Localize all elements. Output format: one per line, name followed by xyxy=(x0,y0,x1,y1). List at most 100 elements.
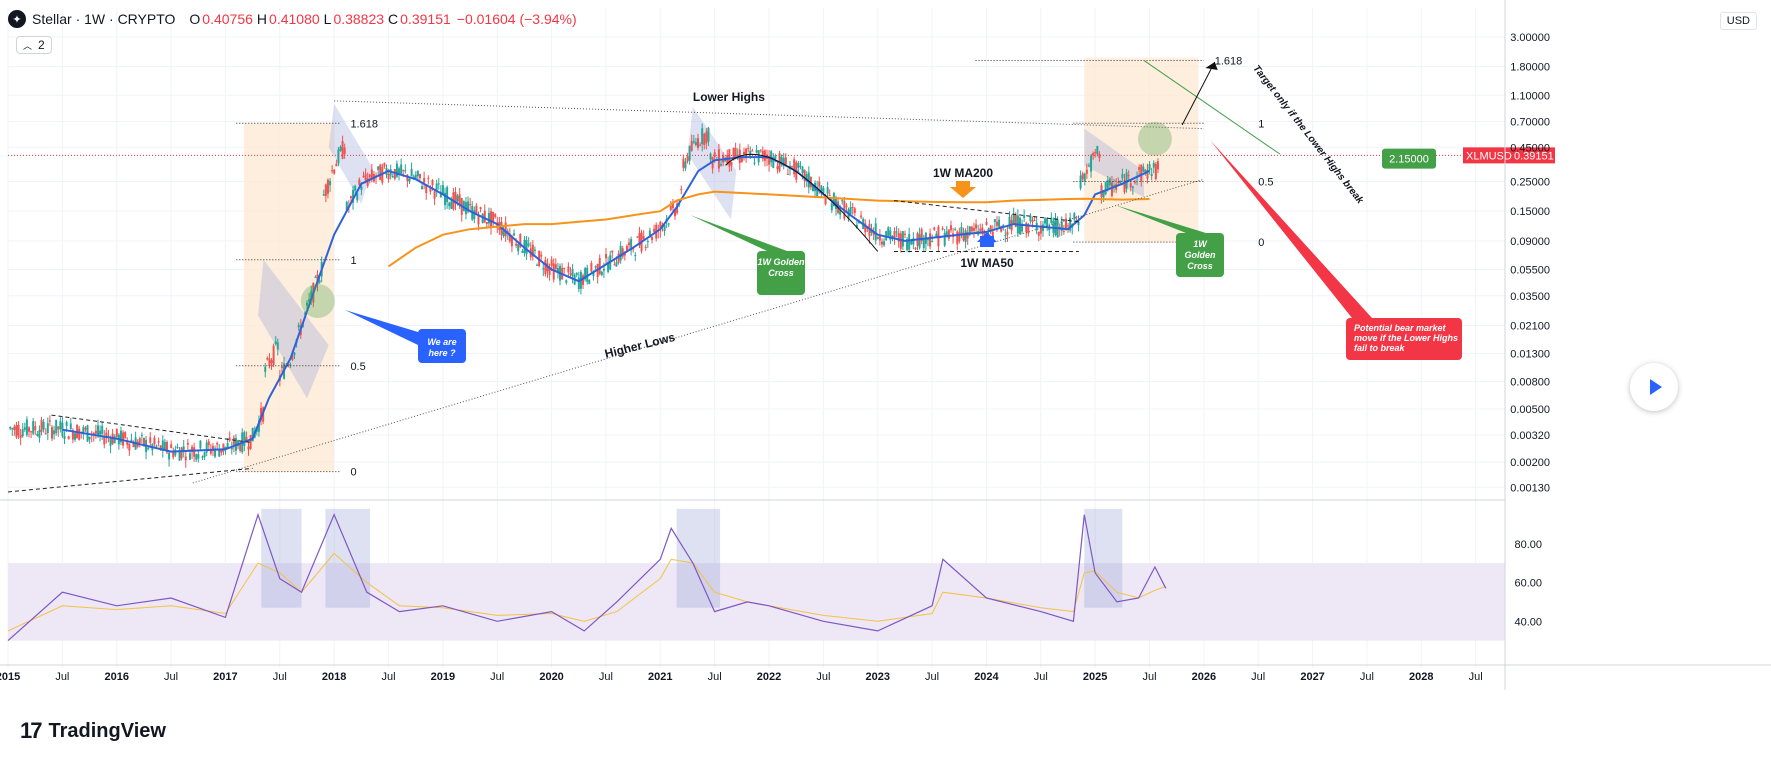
price-label-symbol: XLMUSD xyxy=(1466,150,1512,162)
candle-body xyxy=(734,147,737,157)
candle-body xyxy=(832,192,835,206)
y-tick-label: 0.01300 xyxy=(1510,348,1550,360)
candle-body xyxy=(791,165,794,167)
candle-body xyxy=(1119,180,1122,184)
candle-body xyxy=(636,236,639,238)
price-label-value: 0.39151 xyxy=(1514,150,1554,162)
candle-body xyxy=(418,173,421,179)
candle-body xyxy=(502,230,505,236)
indicators-toggle[interactable]: ︿ 2 xyxy=(16,36,52,54)
candle-body xyxy=(427,177,430,179)
higher-lows-label: Higher Lows xyxy=(603,330,677,361)
candle-body xyxy=(287,363,290,367)
candle-body xyxy=(356,193,359,201)
candle-body xyxy=(544,259,547,274)
candle-body xyxy=(40,419,43,432)
candle-body xyxy=(893,231,896,240)
candle-body xyxy=(354,186,357,191)
ma200-arrow-icon xyxy=(950,181,976,198)
candle-body xyxy=(487,212,490,224)
candle-body xyxy=(811,185,814,192)
candle-body xyxy=(128,443,131,451)
candle-body xyxy=(393,169,396,179)
candle-body xyxy=(883,241,886,246)
candle-body xyxy=(876,237,879,239)
x-tick-label: 2015 xyxy=(0,671,20,683)
candle-body xyxy=(931,241,934,243)
candle-body xyxy=(523,239,526,253)
candle-body xyxy=(981,227,984,234)
candle-body xyxy=(450,201,453,209)
candle-body xyxy=(1081,173,1084,180)
candle-body xyxy=(742,151,745,155)
candle-body xyxy=(508,233,511,242)
candle-body xyxy=(186,442,189,445)
candle-body xyxy=(542,268,545,270)
candle-body xyxy=(387,174,390,180)
candle-body xyxy=(42,421,45,430)
candle-body xyxy=(554,264,557,270)
candle-body xyxy=(786,173,789,175)
candle-body xyxy=(897,232,900,242)
candle-body xyxy=(314,277,317,279)
fib-zone-left xyxy=(243,123,335,472)
candle-body xyxy=(149,437,152,443)
chart-header: ✦ Stellar · 1W · CRYPTO O 0.40756 H 0.4108… xyxy=(8,8,577,30)
candle-body xyxy=(71,430,74,440)
candle-body xyxy=(910,239,913,245)
candle-body xyxy=(113,436,116,444)
candle-body xyxy=(44,433,47,435)
candle-body xyxy=(475,205,478,214)
candle-body xyxy=(17,424,20,436)
candle-body xyxy=(1069,217,1072,231)
tradingview-brand[interactable]: 17 TradingView xyxy=(20,718,166,744)
symbol-title[interactable]: Stellar · 1W · CRYPTO xyxy=(32,11,176,27)
lower-highs-label: Lower Highs xyxy=(693,90,765,104)
candle-body xyxy=(807,172,810,188)
candle-body xyxy=(793,159,796,175)
candle-body xyxy=(425,185,428,193)
candle-body xyxy=(391,176,394,178)
candle-body xyxy=(370,169,373,180)
currency-badge[interactable]: USD xyxy=(1719,12,1757,30)
candle-body xyxy=(48,420,51,422)
candle-body xyxy=(251,427,254,442)
candle-body xyxy=(772,157,775,168)
candle-body xyxy=(770,151,773,163)
candle-body xyxy=(1039,225,1042,234)
candle-body xyxy=(1113,185,1116,187)
play-button[interactable] xyxy=(1630,363,1678,411)
candle-body xyxy=(887,227,890,236)
candle-body xyxy=(1098,153,1101,159)
candle-body xyxy=(1062,230,1065,232)
candle-body xyxy=(648,230,651,237)
candle-body xyxy=(504,222,507,237)
candle-body xyxy=(264,366,267,372)
candle-body xyxy=(50,427,53,439)
candle-body xyxy=(153,437,156,445)
candle-body xyxy=(755,150,758,153)
candle-body xyxy=(439,191,442,198)
candle-body xyxy=(239,444,242,451)
we-are-here-pointer xyxy=(345,310,418,345)
candle-body xyxy=(469,203,472,206)
candle-body xyxy=(1000,226,1003,232)
candle-body xyxy=(161,440,164,451)
candle-body xyxy=(805,174,808,182)
candle-body xyxy=(782,158,785,167)
ma50-arrow-icon xyxy=(977,232,997,242)
candle-body xyxy=(753,162,756,164)
candle-body xyxy=(510,235,513,247)
candle-body xyxy=(297,325,300,328)
range-top xyxy=(893,200,1079,223)
candle-body xyxy=(895,231,898,233)
candle-body xyxy=(368,174,371,178)
fib-label-right: 0 xyxy=(1258,237,1264,249)
candle-body xyxy=(1077,221,1080,226)
candle-body xyxy=(901,231,904,247)
candle-body xyxy=(1014,214,1017,227)
candle-body xyxy=(220,450,223,453)
candle-body xyxy=(1048,227,1051,231)
candle-body xyxy=(1125,172,1128,189)
